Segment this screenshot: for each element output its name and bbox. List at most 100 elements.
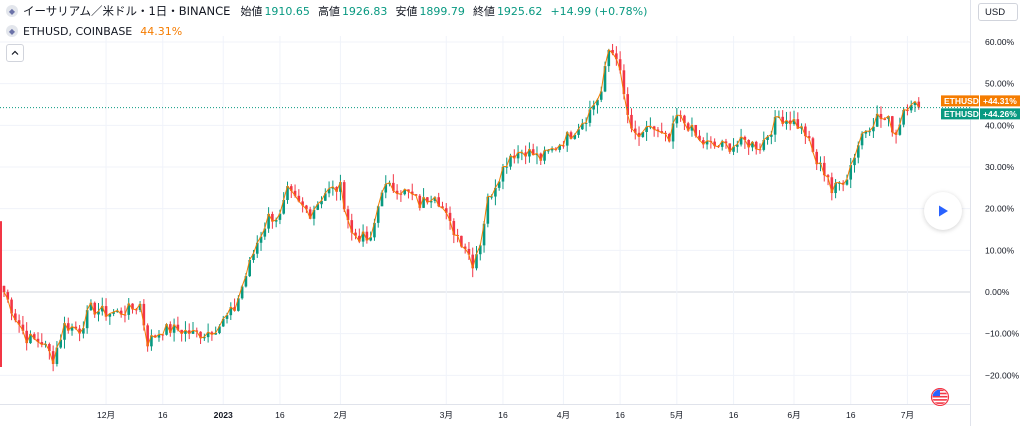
candle (909, 104, 913, 111)
candle (48, 344, 51, 352)
candle (327, 188, 331, 194)
price-tag-symbol-text: ETHUSD (944, 109, 979, 119)
candle (785, 120, 788, 124)
candle (426, 197, 429, 203)
candle (361, 231, 365, 242)
y-tick-label: 50.00% (985, 79, 1015, 89)
candle (286, 186, 289, 201)
candle (856, 145, 860, 158)
compare-symbol[interactable]: ETHUSD, COINBASE (23, 24, 133, 38)
candle (494, 187, 497, 197)
candle (838, 182, 841, 184)
candle (365, 231, 369, 241)
candle (78, 328, 81, 334)
candle (203, 337, 206, 339)
candle (460, 235, 463, 247)
candle (297, 195, 301, 202)
candle (70, 326, 74, 331)
ohlc-low: 安値 1899.79 (395, 5, 465, 18)
x-tick-label: 12月 (97, 410, 115, 420)
candle (913, 101, 917, 105)
candle (346, 209, 350, 221)
candle (104, 306, 108, 317)
candle (550, 148, 554, 151)
candle (373, 222, 376, 238)
ethereum-icon: ◆ (6, 25, 18, 37)
candle (282, 200, 286, 214)
candle (754, 141, 758, 150)
candle (853, 157, 856, 166)
candle (210, 332, 214, 335)
candle (25, 330, 28, 344)
candle (165, 324, 168, 335)
replay-button[interactable] (924, 192, 962, 230)
candle (702, 140, 705, 145)
candle (289, 186, 293, 191)
candle (444, 208, 448, 213)
candle (509, 155, 512, 167)
candle (97, 311, 100, 315)
symbol-title[interactable]: イーサリアム／米ドル・1日・BINANCE (23, 4, 231, 18)
time-axis[interactable]: 12月 16 2023 16 2月 3月 16 4月 16 5月 16 6月 16 7月 (97, 410, 914, 420)
candle (138, 303, 142, 310)
candle (705, 140, 709, 145)
compare-legend[interactable]: ◆ ETHUSD, COINBASE 44.31% (6, 23, 182, 39)
candle (324, 193, 327, 201)
candle (418, 195, 422, 208)
candle (728, 143, 732, 152)
candle (305, 205, 308, 210)
x-tick-label: 6月 (787, 410, 800, 420)
ohlc-change: +14.99 (+0.78%) (550, 4, 648, 18)
x-tick-label: 16 (846, 410, 856, 420)
y-tick-label: 10.00% (985, 245, 1015, 255)
y-tick-label: 40.00% (985, 120, 1015, 130)
candle (392, 182, 395, 191)
candle (244, 276, 248, 287)
candle (410, 191, 414, 195)
candle (686, 123, 690, 131)
candle (649, 126, 652, 128)
candle (161, 334, 165, 336)
candle (667, 134, 671, 142)
candle (766, 136, 769, 140)
currency-button[interactable]: USD (978, 3, 1018, 21)
candle (358, 235, 361, 242)
candle (169, 324, 172, 333)
candle (581, 123, 584, 130)
candle (917, 101, 921, 108)
candle (320, 200, 323, 205)
chevron-up-icon (11, 50, 19, 55)
collapse-legend-button[interactable] (6, 44, 24, 62)
price-axis[interactable]: 60.00% 50.00% 40.00% 30.00% 20.00% 10.00% 0.00… (985, 37, 1020, 380)
candle (652, 126, 656, 130)
candle (516, 152, 520, 159)
candle (463, 246, 467, 249)
candle (615, 53, 618, 60)
price-tag-value (980, 95, 1020, 107)
candle (85, 310, 89, 329)
x-tick-label: 4月 (557, 410, 570, 420)
price-tag-value-text: +44.31% (983, 96, 1017, 106)
candle (475, 254, 478, 269)
candle (21, 324, 25, 331)
candle (826, 175, 830, 178)
us-flag-icon[interactable] (930, 387, 950, 407)
candle (131, 303, 134, 310)
candle (240, 286, 244, 299)
candle (146, 325, 149, 347)
candle (830, 177, 834, 194)
candle (713, 141, 716, 147)
candle (274, 219, 278, 222)
candle (142, 303, 146, 326)
candle (312, 209, 316, 219)
candle (414, 194, 418, 196)
candle (59, 339, 62, 348)
candle (520, 152, 524, 154)
symbol-legend[interactable]: ◆ イーサリアム／米ドル・1日・BINANCE 始値 1910.65 高値 1926… (6, 3, 655, 19)
candle (883, 118, 887, 120)
candle (255, 242, 259, 254)
candle (592, 105, 595, 110)
candle (588, 109, 592, 123)
